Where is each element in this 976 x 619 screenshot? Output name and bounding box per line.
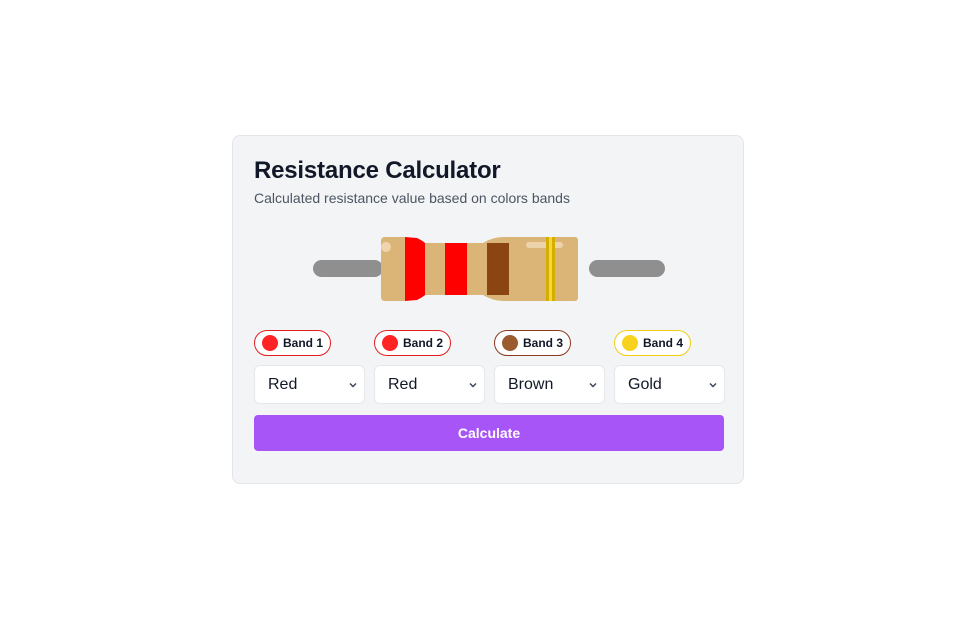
band-2-chip: Band 2 [374, 330, 452, 356]
band-4-group: Band 4 Gold [614, 330, 725, 404]
band-3-value: Brown [508, 375, 554, 393]
band-4-chip: Band 4 [614, 330, 692, 356]
band-2-group: Band 2 Red [374, 330, 485, 404]
resistor-body [381, 237, 578, 301]
band-1-color-dot [262, 335, 278, 351]
band-selectors: Band 1 Red Band 2 Red Band 3 Bro [254, 330, 725, 404]
band-2-value: Red [388, 375, 418, 393]
band-1-value: Red [268, 375, 298, 393]
band-3-color-dot [502, 335, 518, 351]
band-2-select[interactable]: Red [374, 365, 485, 404]
chevron-down-icon [349, 383, 357, 388]
resistor-band-3 [487, 243, 509, 295]
resistance-calculator-card: Resistance Calculator Calculated resista… [232, 135, 744, 484]
resistor-lead-left [313, 260, 383, 277]
band-4-select[interactable]: Gold [614, 365, 725, 404]
band-4-value: Gold [628, 375, 662, 393]
chevron-down-icon [469, 383, 477, 388]
resistor-band-2 [445, 243, 467, 295]
band-4-label: Band 4 [643, 336, 684, 350]
band-1-select[interactable]: Red [254, 365, 365, 404]
calculate-button[interactable]: Calculate [254, 415, 724, 451]
resistor-illustration [313, 235, 665, 303]
band-2-color-dot [382, 335, 398, 351]
chevron-down-icon [589, 383, 597, 388]
resistor-highlight [381, 242, 391, 252]
resistor-lead-right [589, 260, 665, 277]
band-1-chip: Band 1 [254, 330, 332, 356]
band-3-select[interactable]: Brown [494, 365, 605, 404]
band-2-label: Band 2 [403, 336, 444, 350]
page-subtitle: Calculated resistance value based on col… [254, 190, 570, 206]
band-3-chip: Band 3 [494, 330, 572, 356]
band-1-group: Band 1 Red [254, 330, 365, 404]
band-1-label: Band 1 [283, 336, 324, 350]
page-title: Resistance Calculator [254, 157, 501, 184]
resistor-band-1 [405, 237, 425, 301]
band-3-label: Band 3 [523, 336, 564, 350]
band-4-color-dot [622, 335, 638, 351]
chevron-down-icon [709, 383, 717, 388]
band-3-group: Band 3 Brown [494, 330, 605, 404]
resistor-band-4-shine [549, 237, 552, 301]
resistor-highlight-right [526, 242, 563, 248]
